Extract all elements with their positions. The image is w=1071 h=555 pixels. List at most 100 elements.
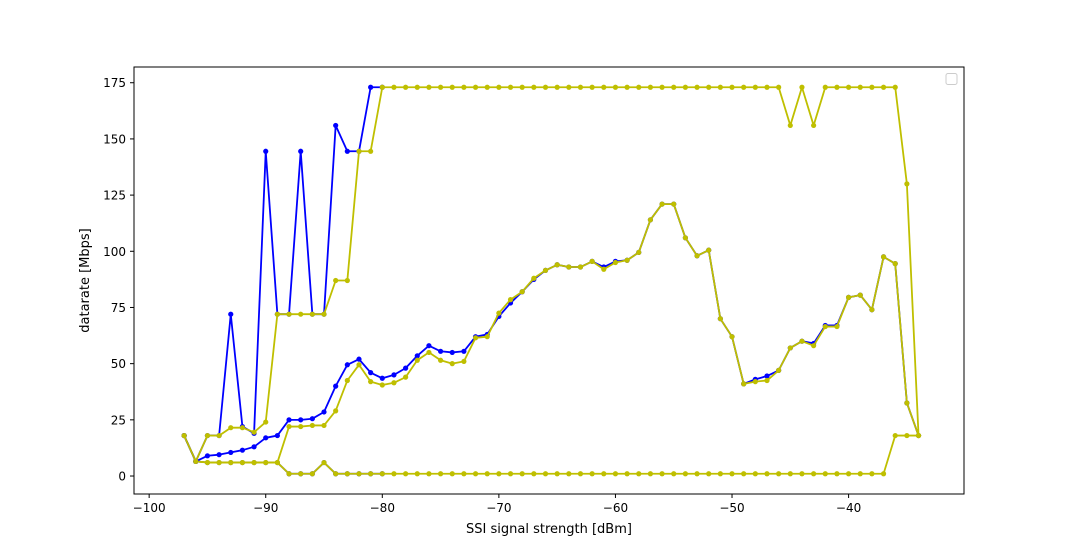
data-point: [787, 345, 793, 351]
data-point: [356, 356, 362, 362]
x-tick-label: −60: [603, 501, 628, 515]
data-point: [869, 471, 875, 477]
series-line: [183, 203, 920, 464]
data-point: [741, 381, 747, 387]
data-point: [356, 148, 362, 154]
data-point: [449, 471, 455, 477]
data-point: [379, 471, 385, 477]
data-point: [612, 259, 619, 266]
data-point: [764, 471, 770, 477]
data-point: [776, 84, 782, 90]
data-point: [577, 471, 584, 477]
data-point: [717, 84, 723, 90]
data-point: [589, 471, 595, 477]
data-point: [636, 471, 642, 477]
data-point: [834, 471, 840, 477]
data-point: [542, 267, 549, 273]
data-point: [880, 84, 887, 90]
data-point: [391, 84, 397, 90]
data-point: [659, 84, 665, 90]
data-point: [764, 373, 770, 379]
data-point: [636, 249, 642, 256]
data-point: [274, 311, 280, 317]
data-point: [403, 374, 409, 380]
data-point: [286, 423, 292, 430]
series-6: [181, 84, 922, 465]
series-layer: [181, 84, 922, 477]
data-point: [822, 471, 828, 477]
data-point: [228, 449, 234, 456]
data-point: [589, 258, 595, 264]
data-point: [822, 323, 828, 330]
data-point: [321, 409, 327, 415]
data-point: [472, 335, 479, 341]
data-point: [904, 400, 910, 406]
y-tick-label: 25: [111, 413, 126, 427]
data-point: [344, 377, 350, 384]
data-point: [601, 471, 607, 477]
data-point: [496, 471, 502, 477]
data-point: [426, 349, 432, 356]
data-point: [682, 235, 688, 241]
y-tick-label: 50: [111, 357, 126, 371]
data-point: [624, 84, 630, 90]
data-point: [286, 311, 292, 317]
data-point: [834, 323, 840, 330]
data-point: [659, 201, 665, 207]
data-point: [286, 471, 292, 477]
data-point: [880, 254, 887, 260]
data-point: [344, 148, 350, 154]
data-point: [694, 471, 700, 477]
data-point: [799, 338, 805, 344]
data-point: [391, 380, 397, 386]
y-tick-label: 75: [111, 301, 126, 315]
data-point: [542, 84, 549, 90]
data-point: [449, 349, 455, 356]
data-point: [682, 471, 688, 477]
data-point: [333, 471, 339, 477]
data-point: [799, 471, 805, 477]
data-point: [857, 84, 863, 90]
data-point: [333, 383, 339, 389]
data-point: [834, 84, 840, 90]
data-point: [845, 84, 852, 90]
data-point: [426, 343, 432, 349]
data-point: [391, 471, 397, 477]
data-point: [368, 148, 374, 154]
data-point: [321, 422, 327, 429]
data-point: [496, 84, 502, 90]
data-point: [379, 382, 385, 388]
data-point: [309, 471, 315, 477]
data-point: [368, 84, 374, 90]
data-point: [298, 471, 304, 477]
data-point: [566, 264, 572, 270]
data-point: [274, 459, 280, 466]
data-point: [904, 432, 910, 439]
data-point: [892, 432, 898, 439]
data-point: [344, 362, 350, 368]
data-point: [507, 297, 514, 303]
x-tick-label: −50: [719, 501, 744, 515]
data-point: [263, 419, 269, 425]
data-point: [845, 294, 852, 300]
data-point: [811, 343, 817, 349]
data-point: [344, 471, 350, 477]
data-point: [764, 84, 770, 90]
data-point: [309, 422, 315, 429]
data-point: [624, 257, 630, 263]
x-tick-label: −80: [370, 501, 395, 515]
data-point: [216, 452, 222, 458]
data-point: [437, 84, 444, 90]
data-point: [752, 84, 758, 90]
data-point: [333, 122, 339, 129]
data-point: [531, 471, 537, 477]
data-point: [811, 122, 817, 129]
data-point: [869, 307, 875, 313]
data-point: [822, 84, 828, 90]
data-point: [356, 471, 362, 477]
data-point: [461, 471, 467, 477]
data-point: [368, 370, 374, 376]
data-point: [519, 471, 525, 477]
y-tick-label: 175: [103, 76, 126, 90]
data-point: [414, 353, 420, 359]
